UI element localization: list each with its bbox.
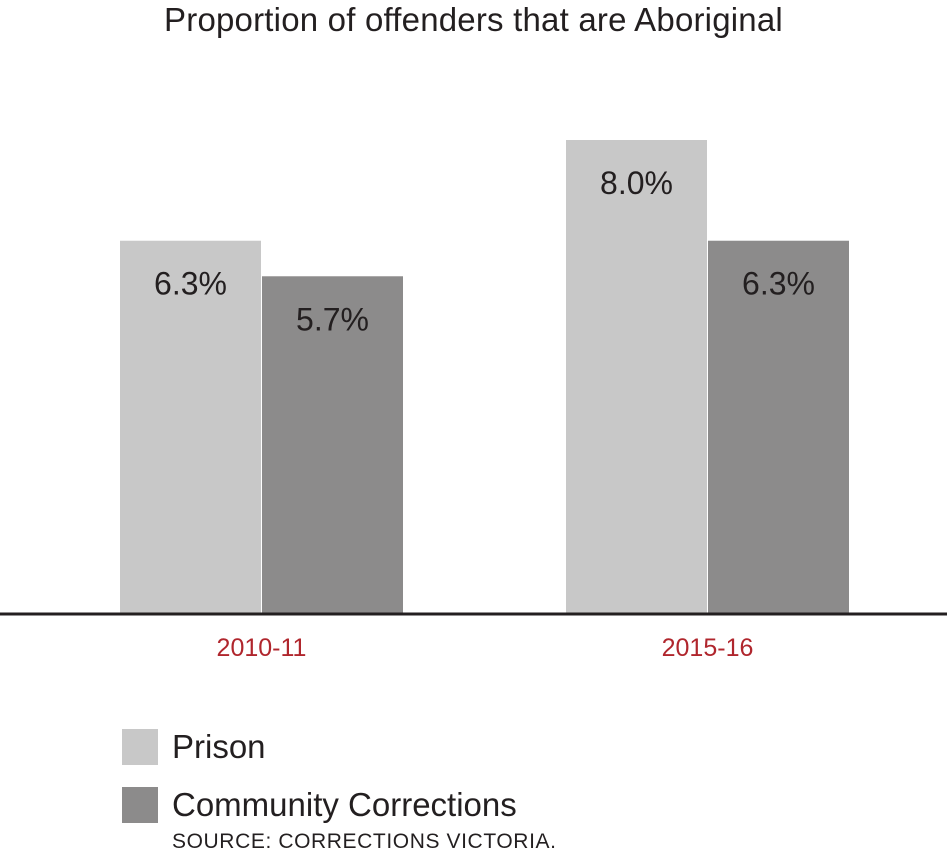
legend-swatch-community-corrections [122, 787, 158, 823]
bars-group [120, 140, 849, 614]
category-label-2015-16: 2015-16 [662, 634, 754, 662]
category-label-2010-11: 2010-11 [217, 634, 307, 662]
bar-chart: 6.3% 5.7% 8.0% 6.3% 2010-11 2015-16 [0, 140, 947, 662]
legend-item-community-corrections: Community Corrections [122, 785, 517, 825]
bar-community-corrections-2015-16 [708, 240, 849, 614]
legend-item-prison: Prison [122, 727, 266, 767]
legend-swatch-prison [122, 729, 158, 765]
bar-label-community-corrections-2015-16: 6.3% [742, 266, 815, 302]
bar-prison-2010-11 [120, 240, 261, 614]
source-note: SOURCE: CORRECTIONS VICTORIA. [172, 830, 557, 853]
legend-label-prison: Prison [172, 728, 266, 765]
bar-community-corrections-2010-11 [262, 276, 403, 614]
bar-labels-group: 6.3% 5.7% 8.0% 6.3% [154, 165, 815, 337]
bar-prison-2015-16 [566, 140, 707, 614]
chart-title: Proportion of offenders that are Aborigi… [164, 1, 783, 38]
category-labels-group: 2010-11 2015-16 [217, 634, 754, 662]
bar-label-community-corrections-2010-11: 5.7% [296, 301, 369, 337]
bar-label-prison-2010-11: 6.3% [154, 266, 227, 302]
bar-label-prison-2015-16: 8.0% [600, 165, 673, 201]
legend-label-community-corrections: Community Corrections [172, 786, 517, 823]
